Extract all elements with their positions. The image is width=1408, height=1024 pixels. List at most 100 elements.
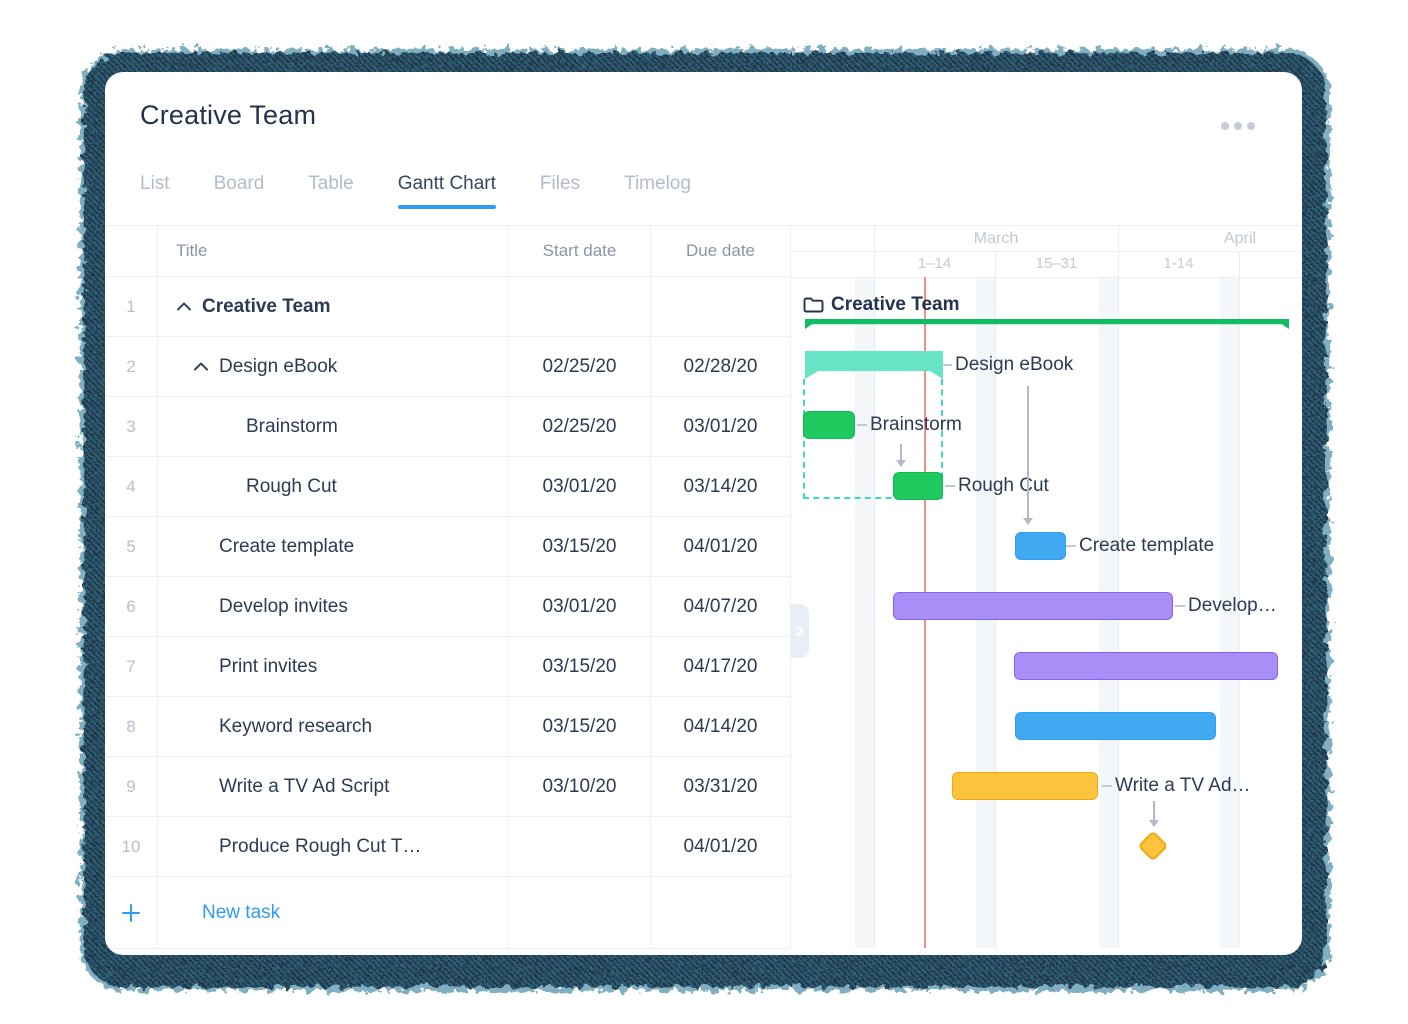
table-row-creative-team[interactable]: 1 Creative Team — [105, 277, 790, 337]
due-date-cell[interactable] — [650, 277, 790, 336]
due-date-cell[interactable]: 03/01/20 — [650, 397, 790, 456]
gantt-bar-write-tv-ad[interactable] — [952, 772, 1098, 800]
row-number-header — [105, 226, 157, 276]
tab-list[interactable]: List — [140, 173, 170, 194]
due-date-cell[interactable]: 03/31/20 — [650, 757, 790, 816]
start-date-cell[interactable]: 03/15/20 — [508, 697, 650, 756]
page-title: Creative Team — [140, 100, 317, 130]
table-row-print-invites[interactable]: 7 Print invites 03/15/20 04/17/20 — [105, 637, 790, 697]
due-date-cell[interactable]: 03/14/20 — [650, 457, 790, 516]
task-title: Print invites — [219, 655, 318, 677]
task-title-cell: Brainstorm — [157, 397, 508, 456]
gantt-bar-label-brainstorm: Brainstorm — [870, 414, 962, 435]
dependency-arrow-write-tv-ad-to-milestone — [1153, 801, 1155, 820]
ellipsis-icon — [1221, 122, 1229, 130]
month-label-april: April — [1223, 230, 1256, 247]
table-row-keyword-research[interactable]: 8 Keyword research 03/15/20 04/14/20 — [105, 697, 790, 757]
gantt-bar-rough-cut[interactable] — [893, 472, 943, 500]
gantt-bar-label-develop-invites: Develop… — [1188, 595, 1277, 616]
period-label: 1–14 — [917, 255, 952, 272]
gantt-bar-keyword-research[interactable] — [1015, 712, 1216, 740]
task-table: Title Start date Due date 1 Creative Team… — [105, 225, 791, 949]
start-date-cell[interactable]: 02/25/20 — [508, 337, 650, 396]
task-title: Creative Team — [202, 295, 331, 317]
row-number: 4 — [126, 476, 136, 496]
due-date-cell[interactable]: 02/28/20 — [650, 337, 790, 396]
start-date-cell[interactable]: 02/25/20 — [508, 397, 650, 456]
gantt-project-label: Creative Team — [831, 294, 960, 315]
period-label: 1-14 — [1163, 255, 1194, 272]
bar-label-tick — [945, 485, 955, 487]
table-rows: 1 Creative Team 2 Design eBook 02/25/20 02/28… — [105, 277, 790, 877]
table-row-develop-invites[interactable]: 6 Develop invites 03/01/20 04/07/20 — [105, 577, 790, 637]
collapse-caret-icon[interactable] — [176, 301, 192, 312]
start-date-cell[interactable]: 03/01/20 — [508, 577, 650, 636]
dependency-arrowhead — [1149, 820, 1159, 827]
table-row-create-template[interactable]: 5 Create template 03/15/20 04/01/20 — [105, 517, 790, 577]
start-date-cell[interactable] — [508, 817, 650, 876]
tab-files[interactable]: Files — [539, 173, 581, 194]
row-number: 8 — [126, 716, 136, 736]
gantt-bar-label-design-ebook: Design eBook — [955, 354, 1074, 375]
gantt-project-row[interactable]: Creative Team — [803, 294, 960, 316]
bar-label-tick — [942, 364, 952, 366]
row-number: 6 — [126, 596, 136, 616]
group-range-box — [803, 379, 943, 499]
task-title: Rough Cut — [246, 475, 337, 497]
tab-board[interactable]: Board — [213, 173, 265, 194]
month-gridline — [1118, 226, 1119, 251]
app-card: Creative Team List Board Table Gantt Chart F… — [105, 72, 1302, 955]
task-title-cell: Design eBook — [157, 337, 508, 396]
task-title: Brainstorm — [246, 415, 338, 437]
row-number: 2 — [126, 356, 136, 376]
due-date-cell[interactable]: 04/14/20 — [650, 697, 790, 756]
task-title-cell: Keyword research — [157, 697, 508, 756]
month-label-march: March — [973, 230, 1019, 247]
add-task-plus-icon[interactable] — [105, 877, 157, 948]
bar-label-tick — [1175, 605, 1185, 607]
task-title: Develop invites — [219, 595, 348, 617]
column-header-title: Title — [157, 226, 508, 276]
dependency-arrowhead — [1023, 518, 1033, 525]
collapse-caret-icon[interactable] — [193, 361, 209, 372]
gantt-chart: Creative Team March April 1–14 15–31 1-14 Des… — [791, 225, 1302, 948]
new-task-label[interactable]: New task — [157, 877, 508, 948]
gantt-bar-develop-invites[interactable] — [893, 592, 1173, 620]
panel-expand-handle[interactable] — [791, 604, 809, 658]
due-date-cell[interactable]: 04/07/20 — [650, 577, 790, 636]
start-date-cell[interactable]: 03/10/20 — [508, 757, 650, 816]
folder-icon — [803, 297, 824, 313]
dependency-arrow-brainstorm-to-rough-cut — [900, 444, 902, 460]
table-row-design-ebook[interactable]: 2 Design eBook 02/25/20 02/28/20 — [105, 337, 790, 397]
table-header-row: Title Start date Due date — [105, 226, 790, 277]
due-date-cell[interactable]: 04/01/20 — [650, 517, 790, 576]
project-summary-bracket — [805, 319, 1289, 329]
start-date-cell[interactable]: 03/01/20 — [508, 457, 650, 516]
gantt-bar-print-invites[interactable] — [1014, 652, 1278, 680]
gantt-bar-create-template[interactable] — [1015, 532, 1066, 560]
new-task-row[interactable]: New task — [105, 877, 790, 949]
start-date-cell[interactable]: 03/15/20 — [508, 637, 650, 696]
start-date-cell[interactable]: 03/15/20 — [508, 517, 650, 576]
task-title-cell: Produce Rough Cut T… — [157, 817, 508, 876]
due-date-cell[interactable]: 04/17/20 — [650, 637, 790, 696]
tab-timelog[interactable]: Timelog — [624, 173, 691, 194]
gantt-milestone-produce-rough-cut[interactable] — [1137, 830, 1169, 862]
view-tabs: List Board Table Gantt Chart Files Timelog — [140, 173, 691, 209]
tab-table[interactable]: Table — [308, 173, 354, 194]
column-header-due-date: Due date — [650, 226, 790, 276]
table-row-rough-cut[interactable]: 4 Rough Cut 03/01/20 03/14/20 — [105, 457, 790, 517]
table-row-write-a-tv-ad-script[interactable]: 9 Write a TV Ad Script 03/10/20 03/31/20 — [105, 757, 790, 817]
row-number: 5 — [126, 536, 136, 556]
table-row-brainstorm[interactable]: 3 Brainstorm 02/25/20 03/01/20 — [105, 397, 790, 457]
gantt-bar-brainstorm[interactable] — [803, 411, 855, 439]
start-date-cell[interactable] — [508, 277, 650, 336]
table-row-produce-rough-cut-t[interactable]: 10 Produce Rough Cut T… 04/01/20 — [105, 817, 790, 877]
task-title: Design eBook — [219, 355, 338, 377]
more-options-button[interactable] — [1217, 118, 1259, 134]
tab-gantt-chart[interactable]: Gantt Chart — [397, 173, 497, 209]
task-title: Keyword research — [219, 715, 373, 737]
due-date-cell[interactable]: 04/01/20 — [650, 817, 790, 876]
timeline-stripe — [855, 277, 874, 948]
